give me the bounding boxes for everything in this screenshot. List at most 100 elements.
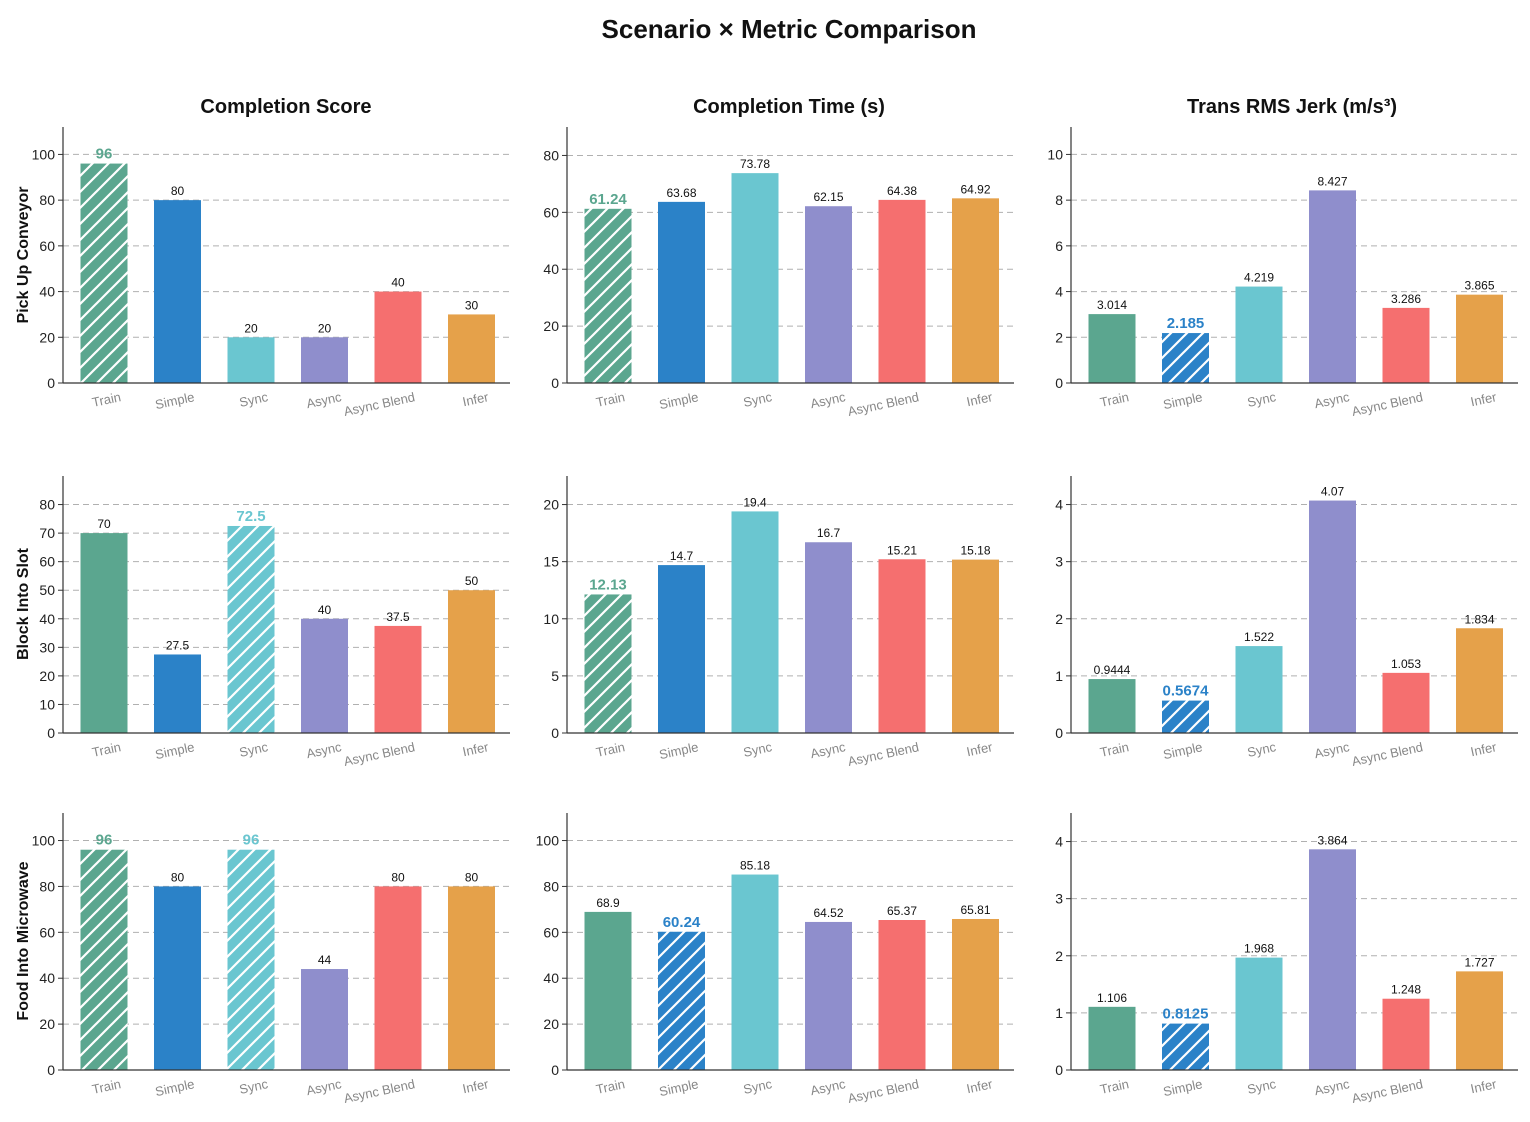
- data-label: 65.81: [960, 903, 990, 917]
- panel: 0 5 10 15 20 12.13 Train 14.7 Simple 19.4 Sync 16.7…: [543, 476, 1014, 769]
- y-tick-label: 60: [543, 924, 559, 940]
- y-tick-label: 60: [39, 554, 55, 570]
- x-tick-label: Infer: [965, 389, 994, 409]
- bar: [1088, 679, 1136, 733]
- bar: [1382, 307, 1430, 383]
- x-tick-label: Infer: [461, 389, 490, 409]
- y-tick-label: 3: [1055, 891, 1063, 907]
- x-tick-label: Async: [1313, 739, 1351, 761]
- x-tick-label: Async: [809, 1076, 847, 1098]
- data-label: 44: [318, 953, 332, 967]
- x-tick-label: Simple: [154, 389, 196, 412]
- y-tick-label: 60: [543, 204, 559, 220]
- column-title: Completion Time (s): [693, 96, 885, 118]
- bar: [374, 291, 422, 383]
- y-tick-label: 0: [47, 375, 55, 391]
- data-label: 4.07: [1321, 485, 1345, 499]
- y-tick-label: 40: [39, 284, 55, 300]
- data-label: 20: [318, 321, 332, 335]
- bar: [154, 654, 201, 733]
- bar: [805, 542, 852, 733]
- y-tick-label: 0: [551, 725, 559, 741]
- x-tick-label: Async: [809, 739, 847, 761]
- x-tick-label: Sync: [742, 389, 774, 410]
- x-tick-label: Train: [595, 389, 627, 410]
- bar: [301, 618, 348, 733]
- data-label: 40: [391, 276, 405, 290]
- y-tick-label: 1: [1055, 668, 1063, 684]
- x-tick-label: Sync: [238, 389, 270, 410]
- data-label: 27.5: [166, 638, 190, 652]
- panel: 0 20 40 60 80 100 96 Train 80 Simple 20 Sync 20 Async…: [32, 127, 510, 419]
- data-label: 12.13: [589, 576, 627, 593]
- data-label: 96: [243, 832, 260, 849]
- y-tick-label: 0: [47, 1062, 55, 1078]
- x-tick-label: Train: [91, 1076, 123, 1097]
- x-tick-label: Async: [1313, 389, 1351, 411]
- x-tick-label: Async Blend: [1350, 739, 1424, 769]
- data-label: 15.18: [960, 544, 990, 558]
- data-label: 64.38: [887, 184, 917, 198]
- y-tick-label: 2: [1055, 611, 1063, 627]
- y-tick-label: 1: [1055, 1005, 1063, 1021]
- x-tick-label: Simple: [658, 1076, 700, 1099]
- data-label: 3.865: [1464, 279, 1494, 293]
- data-label: 4.219: [1244, 271, 1274, 285]
- bar: [80, 163, 128, 383]
- data-label: 80: [171, 184, 185, 198]
- bar: [878, 559, 926, 733]
- data-label: 3.014: [1097, 298, 1127, 312]
- bar: [952, 559, 999, 733]
- data-label: 85.18: [740, 859, 770, 873]
- bar: [80, 533, 128, 733]
- data-label: 8.427: [1317, 174, 1347, 188]
- x-tick-label: Sync: [238, 1076, 270, 1097]
- x-tick-label: Async: [1313, 1076, 1351, 1098]
- data-label: 20: [244, 321, 258, 335]
- bar: [1235, 286, 1283, 383]
- x-tick-label: Simple: [1162, 739, 1204, 762]
- bar: [1382, 998, 1430, 1070]
- x-tick-label: Train: [1099, 739, 1131, 760]
- x-tick-label: Async: [809, 389, 847, 411]
- y-tick-label: 4: [1055, 284, 1063, 300]
- bar: [952, 198, 999, 383]
- data-label: 15.21: [887, 543, 917, 557]
- bar: [1382, 672, 1430, 733]
- y-tick-label: 0: [1055, 1062, 1063, 1078]
- y-tick-label: 30: [39, 639, 55, 655]
- y-tick-label: 0: [551, 1062, 559, 1078]
- data-label: 1.522: [1244, 630, 1274, 644]
- y-tick-label: 2: [1055, 329, 1063, 345]
- row-title: Block Into Slot: [15, 547, 32, 660]
- data-label: 40: [318, 603, 332, 617]
- bar: [1456, 628, 1503, 733]
- bar: [154, 200, 201, 383]
- bar: [1162, 1023, 1209, 1070]
- x-tick-label: Train: [91, 739, 123, 760]
- x-tick-label: Sync: [742, 739, 774, 760]
- y-tick-label: 0: [1055, 375, 1063, 391]
- bar: [1088, 1006, 1136, 1070]
- x-tick-label: Async: [305, 739, 343, 761]
- data-label: 80: [171, 870, 185, 884]
- x-tick-label: Sync: [238, 739, 270, 760]
- data-label: 65.37: [887, 904, 917, 918]
- y-tick-label: 40: [39, 611, 55, 627]
- bar: [805, 206, 852, 383]
- figure-title: Scenario × Metric Comparison: [602, 14, 977, 44]
- x-tick-label: Sync: [742, 1076, 774, 1097]
- x-tick-label: Train: [1099, 389, 1131, 410]
- data-label: 50: [465, 574, 479, 588]
- y-tick-label: 40: [543, 970, 559, 986]
- data-label: 19.4: [743, 495, 767, 509]
- bar: [448, 590, 495, 733]
- x-tick-label: Train: [91, 389, 123, 410]
- data-label: 0.8125: [1163, 1006, 1209, 1023]
- bar: [154, 886, 201, 1070]
- y-tick-label: 80: [39, 497, 55, 513]
- x-tick-label: Simple: [1162, 1076, 1204, 1099]
- bar: [878, 919, 926, 1070]
- y-tick-label: 5: [551, 668, 559, 684]
